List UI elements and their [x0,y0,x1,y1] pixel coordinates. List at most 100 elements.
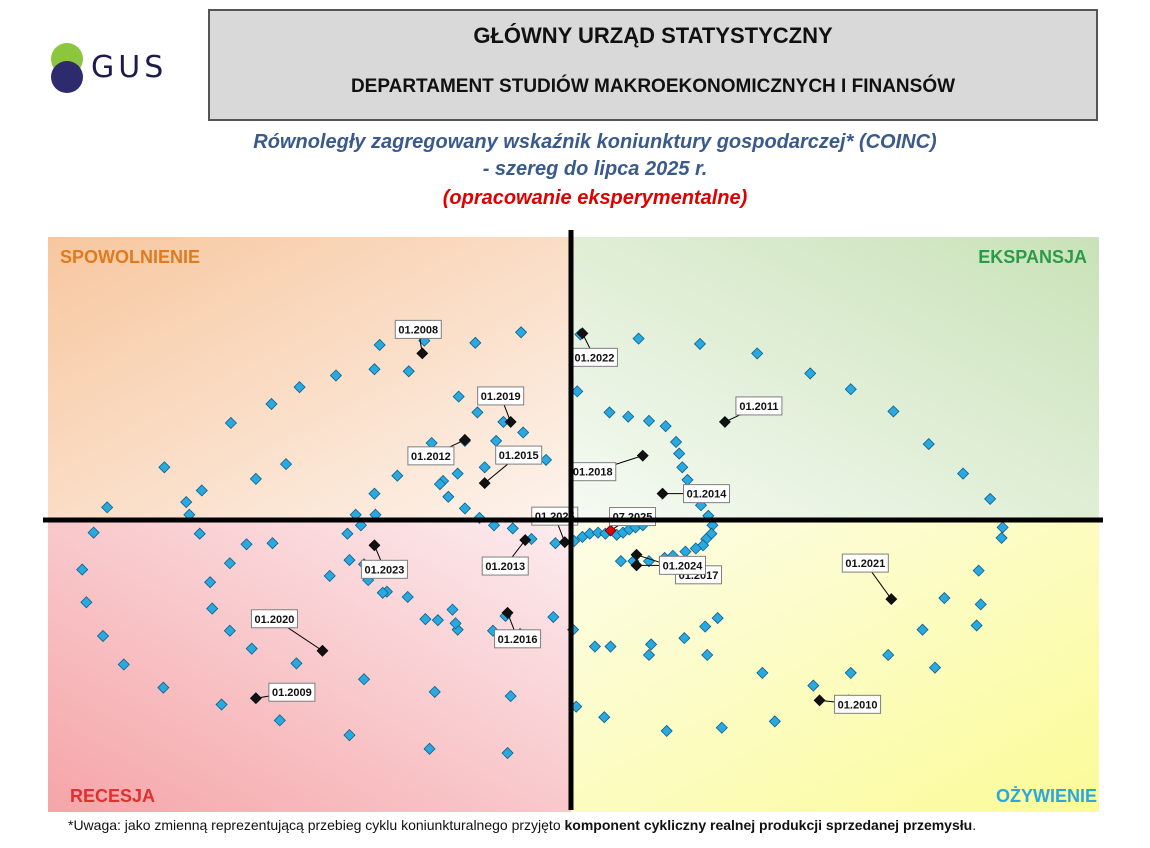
marker-point [636,449,649,462]
data-point [195,484,208,497]
data-point [373,338,386,352]
data-point [478,461,491,474]
data-point [265,397,278,411]
marker-point [416,347,429,360]
data-point [974,598,987,611]
data-point [751,347,764,360]
marker-label: 01.2012 [411,451,451,463]
data-point [756,666,769,679]
data-point [659,420,672,433]
data-point [614,555,627,568]
data-point [279,458,293,471]
data-point [984,492,997,505]
data-point [676,461,689,474]
data-point [844,383,857,396]
marker-point [718,416,731,428]
data-point [224,416,237,430]
marker-label: 01.2016 [498,634,538,646]
data-point [240,538,253,551]
marker-label-box [735,396,783,416]
marker-label: 01.2024 [663,560,704,572]
marker-label: 01.2008 [398,324,438,336]
data-point [193,527,206,540]
data-point [922,438,935,451]
marker-point [885,593,898,606]
data-point [501,746,514,760]
data-point [547,610,560,624]
marker-label-box [394,319,442,339]
data-point [343,554,356,567]
data-point [506,522,519,535]
marker-label: 01.2009 [272,687,312,699]
data-point [689,542,702,555]
data-point [273,714,286,727]
marker-point [249,692,262,705]
footnote-end: . [972,817,977,833]
data-point [101,501,114,514]
data-point [632,332,645,345]
data-point [423,742,436,755]
data-point [645,638,658,651]
data-point [452,390,465,403]
data-point [368,363,381,376]
data-point [642,414,656,427]
data-point [916,623,929,636]
marker-point [656,487,669,500]
marker-label-box [481,556,529,576]
data-point [245,642,258,655]
marker-label: 01.2015 [499,450,539,462]
marker-point [368,539,381,552]
marker-point [576,327,589,340]
gus-logo: GUS [36,32,181,104]
marker-label: 01.2022 [575,352,615,364]
footnote-bold: komponent cykliczny realnej produkcji sp… [564,817,973,833]
data-point [669,435,683,449]
data-point [469,336,482,349]
logo-navy-circle [51,61,83,93]
data-point [293,381,306,394]
data-point [223,624,236,637]
data-point [715,721,728,734]
data-point [549,537,562,550]
data-point [451,467,464,480]
quadrant-ozywienie [571,520,1099,812]
footnote-text: *Uwaga: jako zmienną reprezentującą prze… [68,817,565,833]
data-point [844,666,857,679]
data-point [504,690,517,703]
data-point [972,564,985,577]
data-point [673,447,686,460]
marker-point [630,559,643,572]
data-point [622,410,635,423]
footnote: *Uwaga: jako zmienną reprezentującą prze… [68,817,976,833]
data-point [996,521,1009,534]
marker-label: 01.2013 [485,561,525,573]
marker-label-box [477,386,525,406]
marker-label: 01.2023 [365,564,405,576]
data-point [329,369,343,382]
data-point [699,620,712,633]
marker-point [813,694,826,707]
data-point [391,469,404,482]
marker-label: 01.2019 [481,391,521,403]
data-point [591,526,605,539]
marker-label-box [495,445,543,465]
marker-point [604,524,617,537]
data-point [433,478,447,491]
data-point [604,640,617,653]
data-point [80,596,93,609]
data-point [446,603,459,616]
data-point [701,648,714,662]
marker-label-box [360,559,408,579]
gus-logo-mark [51,43,83,93]
marker-label-box [250,609,298,629]
data-point [588,640,601,653]
data-point [117,658,130,671]
data-point [357,673,371,686]
marker-point [458,433,471,446]
marker-point [558,536,571,549]
data-point [96,629,110,643]
data-point [204,576,217,589]
quadrant-ekspansja [571,237,1099,520]
data-point [402,365,415,378]
marker-label-box [407,446,455,466]
